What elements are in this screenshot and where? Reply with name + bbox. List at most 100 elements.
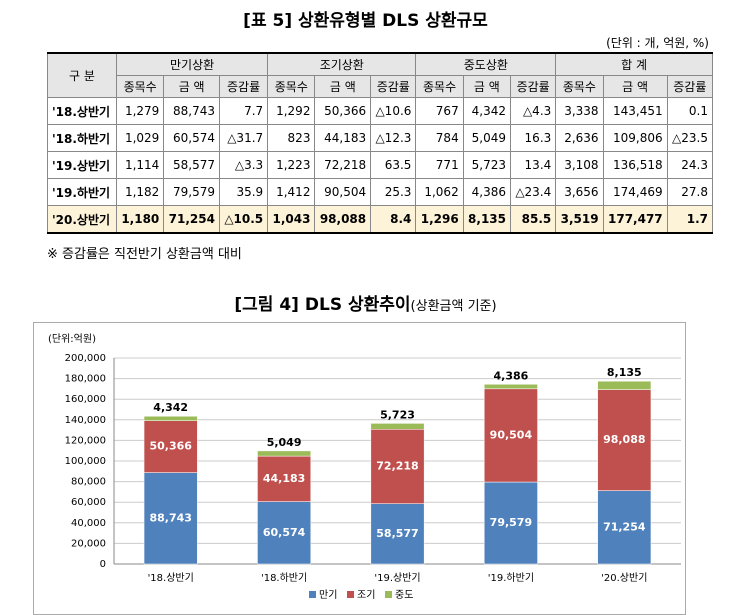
table-row: '18.상반기 1,279 88,743 7.7 1,292 50,366 △10.6 767…: [47, 97, 714, 125]
header-cell: 구 분: [47, 52, 117, 98]
table-cell: 35.9: [218, 178, 269, 206]
table-cell: '19.하반기: [47, 178, 117, 206]
x-tick-label: '18.하반기: [261, 571, 307, 584]
y-tick-label: 200,000: [65, 353, 106, 364]
table-cell: 771: [415, 151, 464, 179]
table-cell: 3,656: [555, 178, 604, 206]
figure-subtitle: (상환금액 기준): [410, 299, 497, 314]
header-cell: 만기상환: [115, 52, 269, 76]
header-cell: 금 액: [314, 75, 372, 98]
table-cell: 98,088: [314, 205, 372, 234]
table-cell: 25.3: [370, 178, 417, 206]
table-cell: 79,579: [163, 178, 220, 206]
table-cell: 136,518: [602, 151, 668, 179]
table-cell: 88,743: [163, 97, 220, 125]
table-cell: △10.5: [218, 205, 269, 234]
table-cell: 63.5: [370, 151, 417, 179]
table-cell: 90,504: [314, 178, 372, 206]
table-cell: 16.3: [509, 124, 557, 152]
table-cell: '18.하반기: [47, 124, 117, 152]
header-cell: 합 계: [555, 52, 713, 76]
y-tick-label: 180,000: [65, 374, 106, 385]
table-cell: △3.3: [218, 151, 269, 179]
data-label: 90,504: [490, 428, 533, 441]
header-row: 종목수 금 액 증감률 종목수 금 액 증감률 종목수 금 액 증감률 종목수 금 액 증감률: [48, 75, 714, 98]
table-cell: 27.8: [666, 178, 714, 206]
bar-segment: [597, 490, 652, 565]
header-cell: 금 액: [163, 75, 220, 98]
bar-segment: [597, 380, 652, 390]
table-cell: 72,218: [314, 151, 372, 179]
data-label: 98,088: [603, 433, 645, 446]
x-tick-label: '20.상반기: [601, 572, 647, 584]
data-label: 44,183: [263, 472, 305, 485]
data-label: 8,135: [607, 366, 642, 379]
bar-segment: [484, 388, 538, 483]
bar-segment: [143, 415, 198, 421]
table-cell: △23.4: [509, 178, 557, 206]
header-cell: 종목수: [555, 75, 604, 98]
table-cell: 143,451: [602, 97, 668, 125]
table-cell: 823: [267, 124, 316, 152]
figure-title: [그림 4] DLS 상환추이(상환금액 기준): [0, 290, 731, 315]
table-cell: △23.5: [666, 124, 714, 152]
table-cell: 58,577: [163, 151, 220, 179]
figure-title-text: [그림 4] DLS 상환추이: [234, 295, 411, 315]
table-row: '19.상반기 1,114 58,577 △3.3 1,223 72,218 63.5 771…: [47, 151, 714, 179]
bar-segment: [484, 384, 538, 390]
table-cell: 1,292: [267, 97, 316, 125]
table-cell: 7.7: [218, 97, 269, 125]
y-tick-label: 80,000: [71, 477, 106, 488]
data-label: 4,342: [153, 401, 188, 414]
table-cell: △12.3: [370, 124, 417, 152]
x-tick-label: '19.하반기: [488, 571, 534, 584]
data-label: 88,743: [149, 511, 191, 524]
legend-swatch: [347, 591, 354, 598]
y-tick-label: 140,000: [65, 415, 106, 426]
x-tick-label: '18.상반기: [148, 572, 194, 584]
table-cell: '18.상반기: [47, 97, 117, 125]
table-cell: 2,636: [555, 124, 604, 152]
header-cell: 금 액: [602, 75, 668, 98]
table-cell: '20.상반기: [47, 205, 117, 234]
table-cell: 1,412: [267, 178, 316, 206]
legend-swatch: [385, 591, 392, 598]
table-cell: △4.3: [509, 97, 557, 125]
y-tick-label: 0: [100, 559, 106, 570]
table-cell: 177,477: [602, 205, 668, 234]
table-cell: 8,135: [462, 205, 512, 234]
table-cell: △10.6: [370, 97, 417, 125]
bar-segment: [370, 503, 425, 565]
header-cell: 조기상환: [267, 52, 417, 76]
legend-label: 조기: [357, 589, 375, 601]
header-row: 구 분 만기상환 조기상환 중도상환 합 계: [47, 52, 713, 98]
table: 구 분 만기상환 조기상환 중도상환 합 계 종목수 금 액 증감률 종목수 금 액 증감률 종목수 금…: [47, 52, 714, 234]
table-row: '20.상반기 1,180 71,254 △10.5 1,043 98,088 8.4 1,2…: [47, 205, 714, 234]
table-cell: 71,254: [163, 205, 220, 234]
table-cell: 1.7: [666, 205, 714, 234]
data-label: 58,577: [376, 527, 418, 540]
table-cell: 1,043: [267, 205, 316, 234]
table-cell: 1,182: [115, 178, 165, 206]
bar-segment: [370, 429, 425, 504]
table-cell: 3,519: [555, 205, 604, 234]
table-cell: 109,806: [602, 124, 668, 152]
table-cell: 1,114: [115, 151, 165, 179]
bar-segment: [370, 423, 425, 430]
note: ※ 증감률은 직전반기 상환금액 대비: [47, 247, 242, 262]
table-row: '18.하반기 1,029 60,574 △31.7 823 44,183 △12.3 784…: [47, 124, 714, 152]
table-row: '19.하반기 1,182 79,579 35.9 1,412 90,504 25.3 1,0…: [47, 178, 714, 206]
table-cell: 1,180: [115, 205, 165, 234]
table-cell: 1,279: [115, 97, 165, 125]
table-cell: 1,223: [267, 151, 316, 179]
x-tick-label: '19.상반기: [374, 572, 420, 584]
table-cell: 784: [415, 124, 464, 152]
table-cell: 13.4: [509, 151, 557, 179]
table-cell: 60,574: [163, 124, 220, 152]
unit: (단위 : 개, 억원, %): [606, 36, 709, 50]
bar-segment: [484, 481, 538, 565]
table-cell: 24.3: [666, 151, 714, 179]
table-cell: 174,469: [602, 178, 668, 206]
y-tick-label: 120,000: [65, 435, 106, 446]
